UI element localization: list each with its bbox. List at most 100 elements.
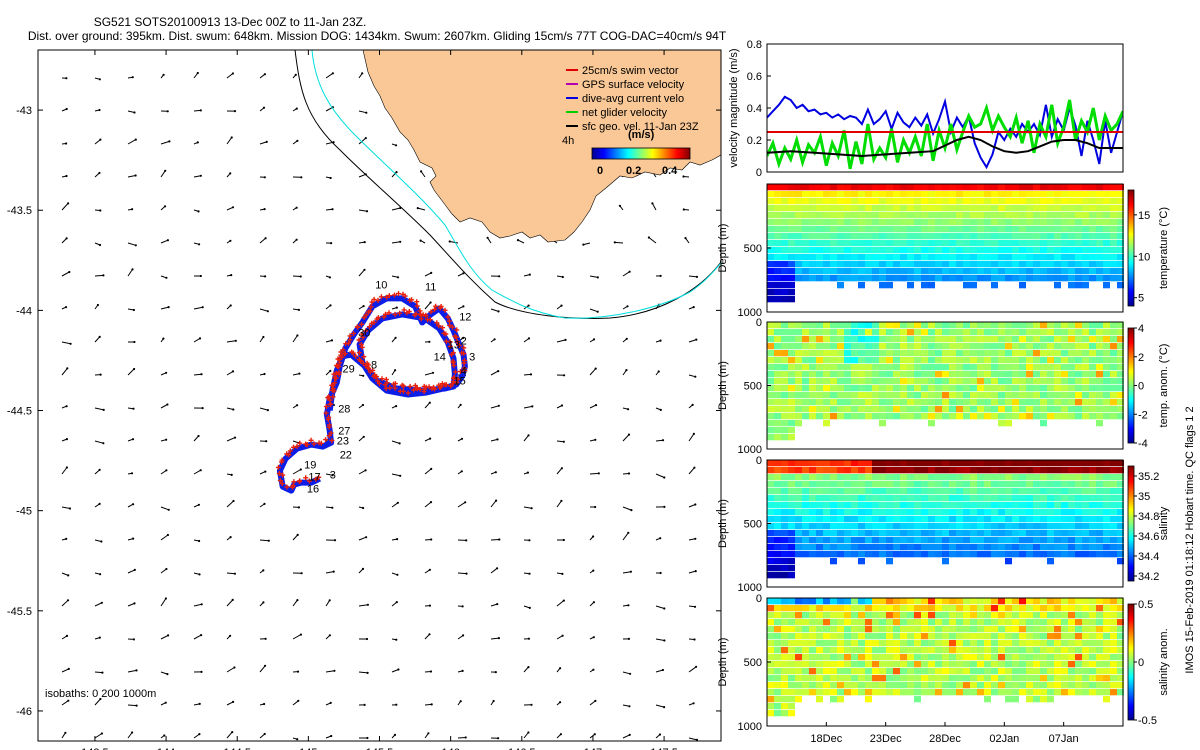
section-cell — [984, 371, 991, 378]
section-cell — [949, 350, 956, 357]
track-label: 4 — [461, 366, 467, 378]
section-cell — [1075, 329, 1082, 336]
velocity-arrow-head — [363, 241, 366, 244]
swim-vector-mark — [379, 376, 385, 382]
section-cell — [1026, 212, 1033, 219]
section-cell — [893, 322, 900, 329]
section-cell — [1005, 219, 1012, 226]
section-cell — [795, 205, 802, 212]
section-cell — [1068, 598, 1075, 605]
section-cell — [1061, 626, 1068, 633]
section-cell — [1012, 364, 1019, 371]
section-cell — [872, 350, 879, 357]
section-cell — [816, 544, 823, 551]
velocity-arrow-head — [625, 369, 628, 372]
section-cell — [886, 612, 893, 619]
velocity-arrow-head — [365, 111, 368, 114]
section-cell — [767, 640, 774, 647]
section-cell — [823, 598, 830, 605]
section-cell — [865, 696, 872, 703]
section-cell — [1040, 626, 1047, 633]
swim-vector-mark — [391, 381, 396, 387]
section-cell — [823, 689, 830, 696]
section-cell — [1089, 530, 1096, 537]
section-cell — [977, 357, 984, 364]
section-cell — [900, 385, 907, 392]
section-cell — [837, 282, 844, 289]
section-cell — [1012, 654, 1019, 661]
velocity-arrow — [292, 599, 298, 607]
section-cell — [781, 329, 788, 336]
section-cell — [1040, 261, 1047, 268]
section-cell — [921, 654, 928, 661]
velocity-arrow — [523, 435, 529, 442]
section-cell — [809, 219, 816, 226]
velocity-arrow — [226, 137, 233, 145]
section-cell — [774, 572, 781, 579]
section-cell — [1005, 336, 1012, 343]
section-cell — [1019, 530, 1026, 537]
velocity-arrow-head — [428, 633, 431, 636]
section-cell — [886, 392, 893, 399]
section-cell — [886, 516, 893, 523]
section-cell — [1026, 268, 1033, 275]
track-label: 27 — [338, 426, 350, 438]
section-cell — [1026, 233, 1033, 240]
section-cell — [977, 247, 984, 254]
section-cell — [984, 322, 991, 329]
section-cell — [1047, 399, 1054, 406]
section-cell — [956, 509, 963, 516]
velocity-arrow — [325, 72, 334, 79]
swim-vector-mark — [330, 394, 336, 400]
section-cell — [844, 523, 851, 530]
section-cell — [1026, 254, 1033, 261]
section-cell — [949, 544, 956, 551]
section-cell — [872, 481, 879, 488]
section-cell — [942, 689, 949, 696]
section-cell — [956, 668, 963, 675]
section-cell — [788, 261, 795, 268]
section-cell — [858, 626, 865, 633]
section-cell — [1082, 240, 1089, 247]
section-cell — [1068, 357, 1075, 364]
section-cell — [1012, 537, 1019, 544]
section-cell — [963, 474, 970, 481]
map-axis-ticks: 143.5144144.5145145.5146146.5147147.5-43… — [7, 50, 721, 750]
velocity-arrow-head — [296, 533, 299, 537]
section-cell — [865, 329, 872, 336]
section-cell — [1068, 371, 1075, 378]
section-cell — [921, 364, 928, 371]
velocity-arrow-head — [562, 440, 565, 443]
section-cell — [921, 392, 928, 399]
section-cell — [1012, 247, 1019, 254]
swim-vector-mark — [427, 317, 433, 323]
section-cell — [886, 668, 893, 675]
section-cell — [795, 675, 802, 682]
swim-vector-mark — [323, 437, 329, 443]
section-cell — [949, 654, 956, 661]
section-cell — [1033, 329, 1040, 336]
section-cell — [984, 633, 991, 640]
section-cell — [1005, 392, 1012, 399]
section-cell — [1089, 191, 1096, 198]
section-cell — [774, 184, 781, 191]
section-cell — [830, 460, 837, 467]
section-cell — [1026, 329, 1033, 336]
section-cell — [816, 654, 823, 661]
swim-vector-mark — [331, 371, 337, 377]
section-cell — [872, 233, 879, 240]
section-cell — [774, 460, 781, 467]
velocity-arrow-head — [100, 540, 103, 543]
section-cell — [949, 240, 956, 247]
section-cell — [1026, 261, 1033, 268]
colorbar-tick-label: 15 — [1138, 210, 1150, 222]
map-ytick-label: -45.5 — [7, 606, 32, 618]
velocity-arrow-head — [627, 531, 630, 534]
section-cell — [1075, 640, 1082, 647]
section-cell — [1047, 392, 1054, 399]
section-cell — [802, 551, 809, 558]
section-cell — [970, 460, 977, 467]
section-cell — [1103, 467, 1110, 474]
section-cell — [1054, 385, 1061, 392]
velocity-arrow-head — [131, 208, 134, 211]
